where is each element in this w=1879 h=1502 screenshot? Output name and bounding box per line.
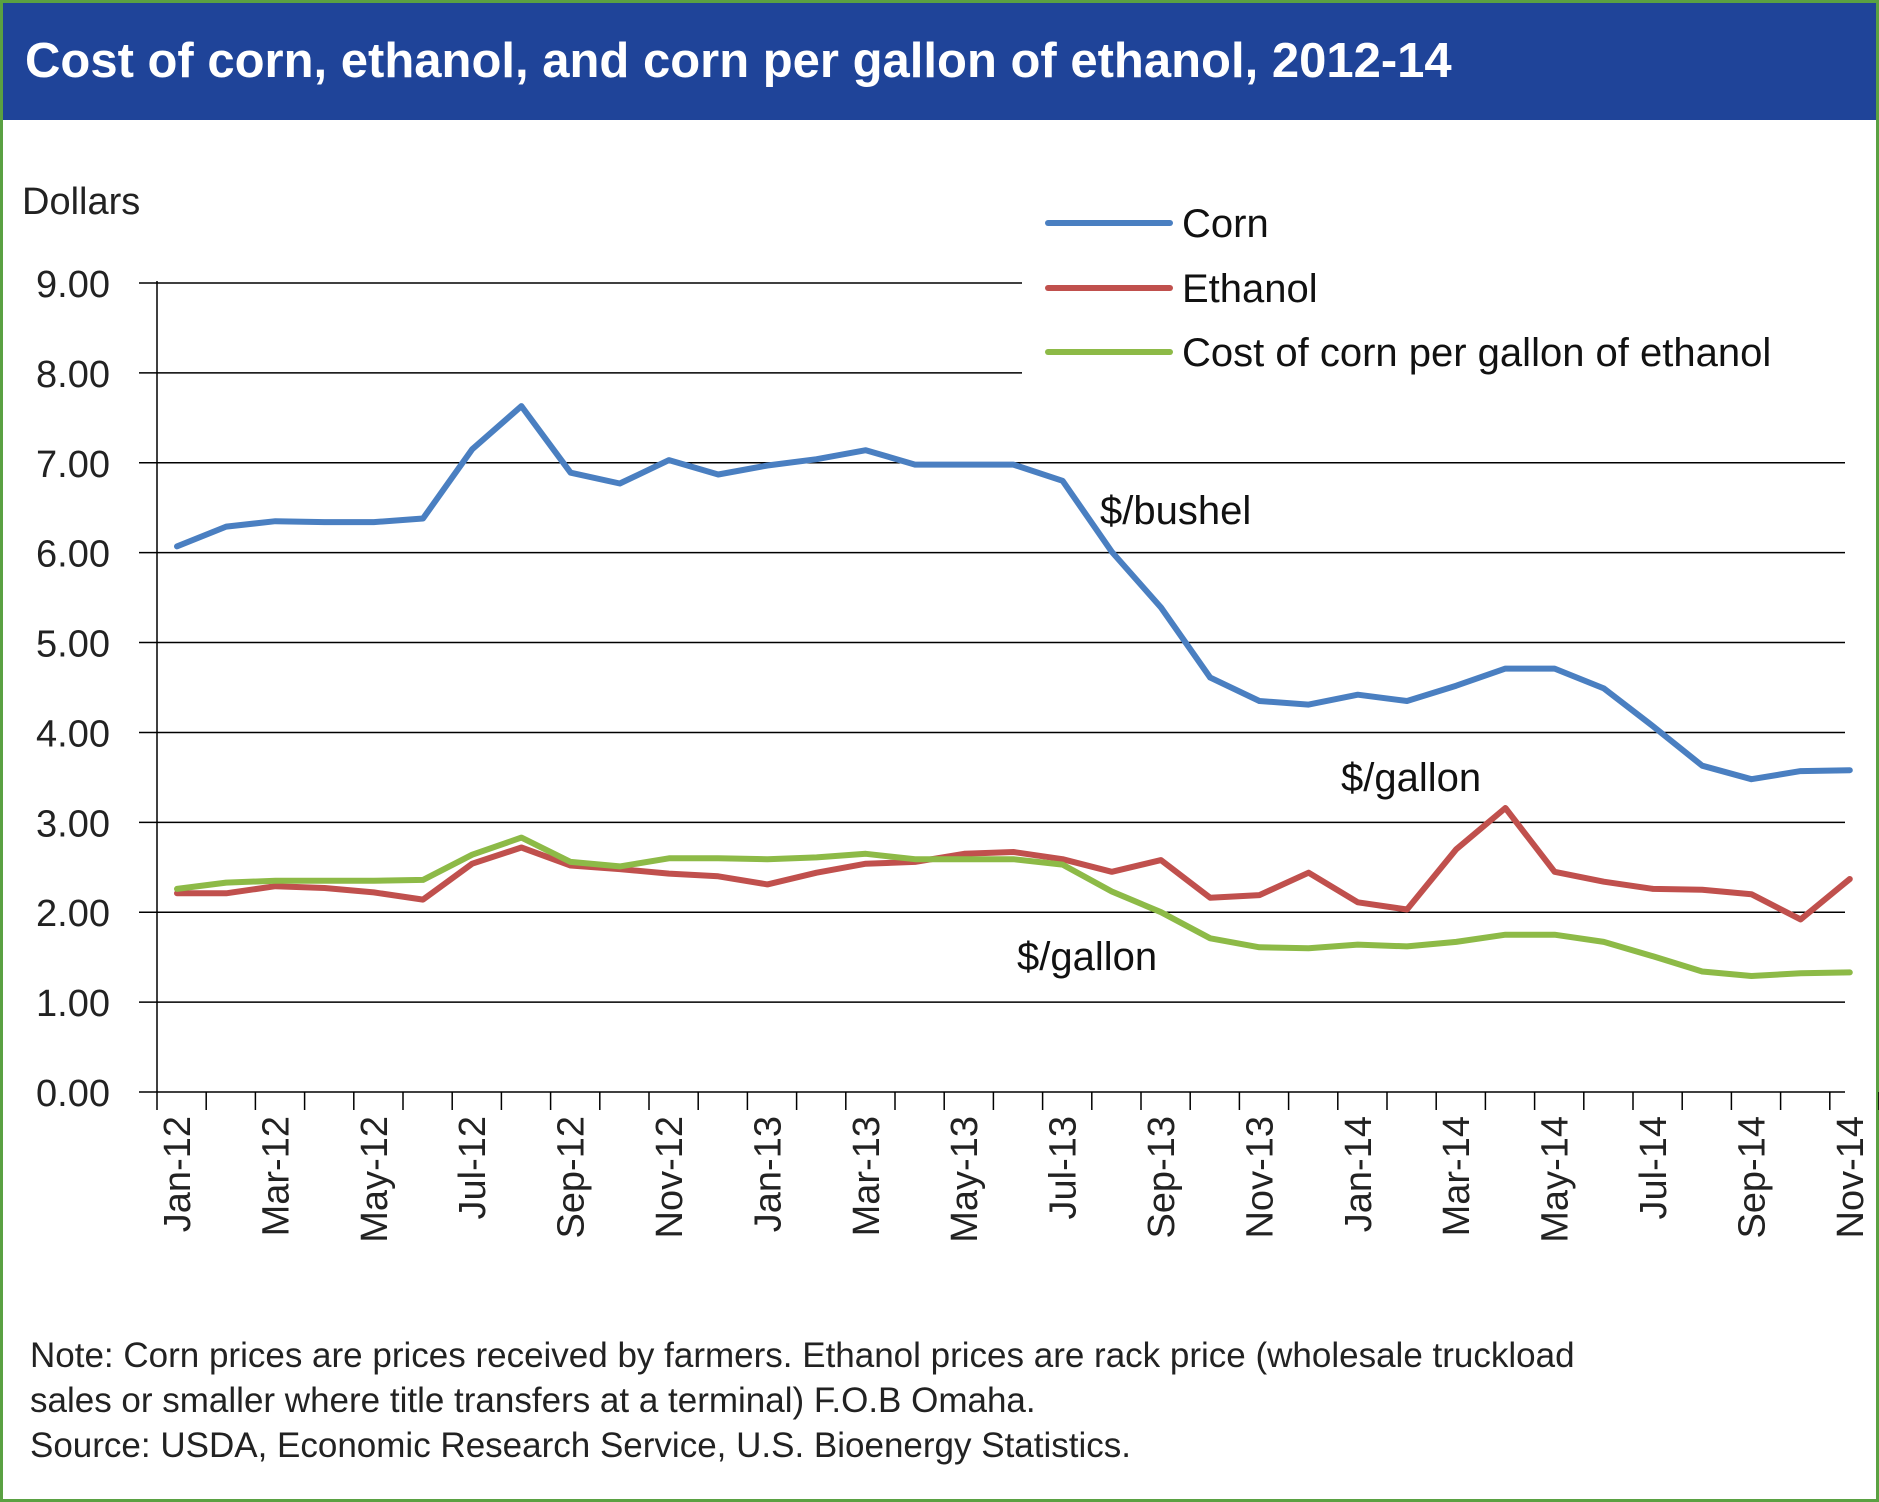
y-tick-label: 3.00 [36, 803, 110, 845]
x-tick-label: Jan-13 [747, 1116, 789, 1232]
legend-label: Cost of corn per gallon of ethanol [1182, 331, 1771, 375]
gridlines [157, 282, 1845, 1003]
y-tick-label: 2.00 [36, 893, 110, 935]
x-tick-label: Nov-13 [1239, 1116, 1281, 1239]
legend-label: Corn [1182, 202, 1269, 246]
y-tick-label: 8.00 [36, 354, 110, 396]
source-line: Source: USDA, Economic Research Service,… [30, 1426, 1131, 1465]
y-tick-label: 9.00 [36, 264, 110, 306]
x-tick-label: Mar-14 [1436, 1116, 1478, 1236]
y-axis-label: Dollars [22, 181, 140, 223]
x-tick-label: Jan-12 [157, 1116, 199, 1232]
y-tick-label: 7.00 [36, 444, 110, 486]
annotation-corn-bushel: $/bushel [1100, 489, 1251, 533]
y-tick-label: 4.00 [36, 713, 110, 755]
series-line-cost-of-corn-per-gallon-of-ethanol [174, 834, 1853, 979]
note-line-2: sales or smaller where title transfers a… [30, 1381, 1036, 1420]
x-tick-label: Sep-13 [1141, 1116, 1183, 1239]
chart-note: Note: Corn prices are prices received by… [30, 1333, 1850, 1468]
legend: Corn Ethanol Cost of corn per gallon of et… [1022, 190, 1872, 390]
x-tick-label: Jul-13 [1043, 1116, 1085, 1220]
x-tick-label: Mar-13 [846, 1116, 888, 1236]
series-lines [174, 403, 1853, 979]
x-tick-label: Jul-14 [1633, 1116, 1675, 1220]
y-tick-label: 6.00 [36, 534, 110, 576]
x-tick-label: May-13 [944, 1116, 986, 1243]
x-tick-label: Jul-12 [452, 1116, 494, 1220]
x-tick-label: Nov-12 [649, 1116, 691, 1239]
series-line-corn [174, 403, 1853, 783]
y-tick-label: 5.00 [36, 624, 110, 666]
x-tick-label: Sep-14 [1731, 1116, 1773, 1239]
chart-title: Cost of corn, ethanol, and corn per gall… [25, 34, 1452, 88]
x-tick-label: May-12 [354, 1116, 396, 1243]
annotation-cost-gallon: $/gallon [1017, 935, 1157, 979]
series-line-ethanol [174, 805, 1853, 923]
x-tick-label: Sep-12 [551, 1116, 593, 1239]
y-tick-label: 1.00 [36, 983, 110, 1025]
axes: 0.00 1.00 2.00 3.00 4.00 5.00 6.00 7.00 8.00 9.00… [36, 264, 1879, 1243]
annotation-ethanol-gallon: $/gallon [1341, 756, 1481, 800]
legend-label: Ethanol [1182, 267, 1318, 311]
y-tick-label: 0.00 [36, 1073, 110, 1115]
x-tick-label: Jan-14 [1338, 1116, 1380, 1232]
x-tick-label: Nov-14 [1830, 1116, 1872, 1239]
x-tick-label: May-14 [1535, 1116, 1577, 1243]
note-line-1: Note: Corn prices are prices received by… [30, 1336, 1575, 1375]
title-bar: Cost of corn, ethanol, and corn per gall… [3, 3, 1876, 120]
x-tick-label: Mar-12 [255, 1116, 297, 1236]
